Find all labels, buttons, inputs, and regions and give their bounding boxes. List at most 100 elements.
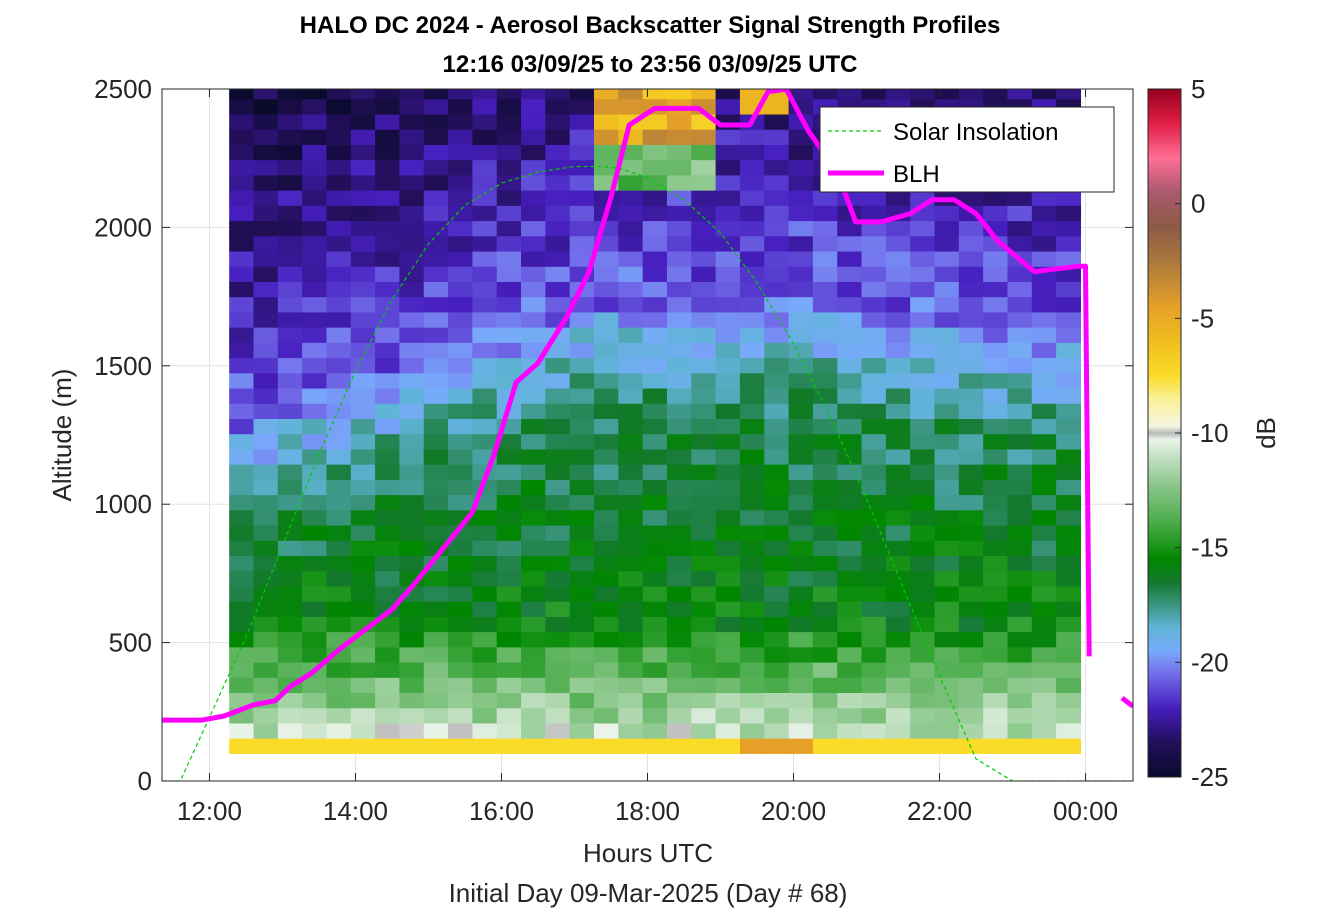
heatmap-cell-1371 (983, 631, 1009, 648)
heatmap-cell-678 (594, 464, 619, 480)
heatmap-cell-565 (521, 174, 546, 191)
heatmap-cell-635 (569, 448, 595, 465)
heatmap-cell-747 (618, 89, 644, 100)
heatmap-cell-897 (715, 479, 741, 496)
heatmap-cell-1114 (837, 524, 863, 541)
heatmap-cell-1411 (1007, 692, 1033, 709)
heatmap-cell-771 (642, 387, 668, 404)
heatmap-cell-345 (399, 174, 425, 191)
heatmap-cell-1187 (861, 89, 887, 100)
heatmap-cell-571 (521, 89, 546, 100)
heatmap-cell-560 (521, 250, 546, 267)
heatmap-cell-823 (666, 266, 692, 282)
heatmap-cell-982 (764, 524, 790, 541)
heatmap-cell-448 (472, 616, 498, 633)
heatmap-cell-1283 (934, 631, 960, 648)
heatmap-cell-1099 (812, 89, 838, 100)
heatmap-cell-397 (448, 722, 473, 739)
heatmap-cell-1158 (861, 524, 887, 541)
heatmap-cell-778 (642, 281, 668, 298)
heatmap-cell-688 (594, 311, 619, 328)
heatmap-cell-164 (302, 250, 328, 267)
colorbar: 5 0 -5 -10 -15 -20 -25 dB (1147, 74, 1281, 792)
heatmap-cell-684 (594, 372, 619, 389)
heatmap-cell-501 (496, 479, 522, 496)
heatmap-cell-881 (715, 722, 741, 739)
heatmap-cell-627 (569, 570, 595, 587)
heatmap-cell-1503 (1056, 631, 1082, 648)
heatmap-cell-960 (739, 190, 765, 206)
heatmap-cell-524 (496, 129, 522, 145)
heatmap-cell-1088 (812, 250, 838, 267)
heatmap-cell-398 (448, 707, 473, 724)
heatmap-cell-203 (326, 327, 352, 343)
heatmap-cell-795 (666, 692, 692, 709)
heatmap-cell-1291 (934, 509, 960, 526)
heatmap-cell-53 (253, 601, 279, 617)
heatmap-cell-617 (569, 722, 595, 739)
heatmap-cell-689 (594, 296, 619, 313)
heatmap-cells (229, 89, 1082, 754)
heatmap-cell-835 (666, 89, 692, 100)
heatmap-cell-629 (569, 540, 595, 556)
heatmap-cell-851 (691, 509, 717, 526)
heatmap-cell-677 (594, 479, 619, 496)
heatmap-cell-238 (350, 464, 376, 480)
heatmap-cell-864 (691, 311, 717, 328)
heatmap-cell-1233 (910, 722, 936, 739)
heatmap-cell-498 (496, 524, 522, 541)
y-tick-label-3: 1500 (94, 351, 152, 381)
heatmap-cell-887 (715, 631, 741, 648)
heatmap-cell-356 (423, 677, 449, 694)
heatmap-cell-1330 (958, 585, 984, 602)
heatmap-cell-901 (715, 418, 741, 435)
heatmap-cell-993 (764, 357, 790, 374)
heatmap-cell-536 (521, 616, 546, 633)
heatmap-cell-845 (691, 601, 717, 617)
heatmap-cell-528 (521, 738, 546, 754)
heatmap-cell-386 (423, 220, 449, 237)
heatmap-cell-759 (642, 570, 668, 587)
heatmap-cell-777 (642, 296, 668, 313)
heatmap-cell-884 (715, 677, 741, 694)
heatmap-cell-304 (375, 129, 401, 145)
heatmap-cell-837 (691, 722, 717, 739)
heatmap-cell-513 (496, 296, 522, 313)
heatmap-cell-915 (715, 205, 741, 222)
heatmap-cell-820 (666, 311, 692, 328)
heatmap-cell-1442 (1007, 220, 1033, 237)
heatmap-cell-1375 (983, 570, 1009, 587)
heatmap-cell-1022 (788, 585, 814, 602)
heatmap-cell-333 (399, 357, 425, 374)
heatmap-cell-156 (302, 372, 328, 389)
heatmap-cell-1209 (885, 418, 911, 435)
heatmap-cell-476 (472, 190, 498, 206)
heatmap-cell-408 (448, 555, 473, 572)
heatmap-cell-87 (253, 89, 279, 100)
heatmap-cell-875 (691, 144, 717, 161)
heatmap-cell-175 (302, 89, 328, 100)
heatmap-cell-824 (666, 250, 692, 267)
heatmap-cell-734 (618, 281, 644, 298)
heatmap-cell-1455 (1031, 692, 1057, 709)
heatmap-cell-1 (229, 722, 255, 739)
heatmap-cell-793 (666, 722, 692, 739)
heatmap-cell-1206 (885, 464, 911, 480)
heatmap-cell-958 (739, 220, 765, 237)
heatmap-cell-1498 (1056, 707, 1082, 724)
heatmap-cell-582 (545, 585, 571, 602)
heatmap-cell-310 (399, 707, 425, 724)
heatmap-cell-208 (326, 250, 352, 267)
heatmap-cell-1244 (910, 555, 936, 572)
heatmap-cell-58 (253, 524, 279, 541)
heatmap-cell-496 (496, 555, 522, 572)
heatmap-cell-944 (739, 433, 765, 450)
heatmap-cell-268 (375, 677, 401, 694)
heatmap-cell-1217 (885, 296, 911, 313)
chart-title: HALO DC 2024 - Aerosol Backscatter Signa… (300, 12, 1001, 39)
heatmap-cell-381 (423, 296, 449, 313)
heatmap-cell-352 (423, 738, 449, 754)
heatmap-cell-1345 (958, 357, 984, 374)
heatmap-cell-5 (229, 661, 255, 678)
heatmap-cell-462 (472, 403, 498, 419)
